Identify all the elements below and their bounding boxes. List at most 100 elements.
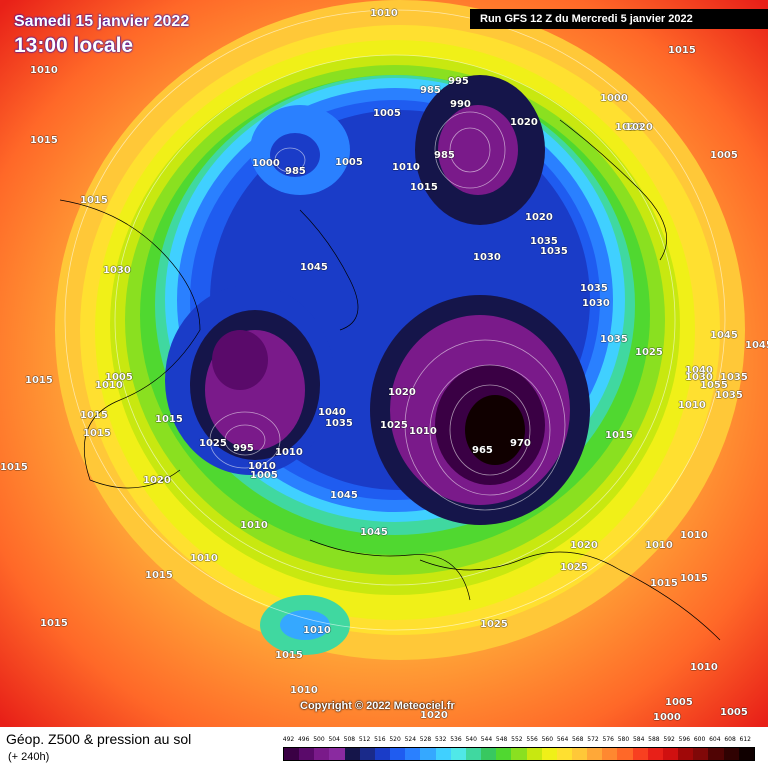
isobar-label: 1035 — [715, 390, 743, 401]
scale-tick: 556 — [526, 736, 538, 743]
scale-swatch — [344, 748, 360, 760]
isobar-label: 1055 — [700, 380, 728, 391]
scale-tick: 540 — [465, 736, 477, 743]
isobar-label: 1005 — [250, 470, 278, 481]
scale-swatch — [374, 748, 391, 760]
isobar-label: 1020 — [143, 475, 171, 486]
scale-swatch — [693, 748, 709, 760]
scale-tick: 592 — [663, 736, 675, 743]
scale-swatch — [647, 748, 663, 760]
scale-tick: 596 — [678, 736, 691, 743]
isobar-label: 965 — [472, 445, 493, 456]
isobar-label: 1045 — [330, 490, 358, 501]
scale-swatch — [632, 748, 648, 760]
scale-ticks: 492 496 500 504 508 512 516 520 524 528 532 536 540 5… — [283, 736, 755, 745]
scale-tick: 548 — [495, 736, 508, 743]
isobar-label: 1035 — [720, 372, 748, 383]
scale-tick: 528 — [419, 736, 432, 743]
forecast-date: Samedi 15 janvier 2022 — [14, 13, 190, 30]
isobar-label: 1015 — [668, 45, 696, 56]
scale-swatch — [314, 748, 330, 760]
scale-tick: 572 — [587, 736, 599, 743]
scale-swatch — [405, 748, 421, 760]
isobar-label: 1040 — [318, 407, 346, 418]
isobar-label: 1015 — [155, 414, 183, 425]
scale-bar — [283, 747, 755, 761]
scale-swatch — [435, 748, 451, 760]
isobar-label: 1030 — [582, 298, 610, 309]
isobar-lines — [64, 9, 726, 631]
legend-footer: Géop. Z500 & pression au sol (+ 240h) 49… — [0, 727, 768, 768]
scale-swatch — [571, 748, 588, 760]
isobar-label: 1010 — [95, 380, 123, 391]
isobar-label: 1005 — [665, 697, 693, 708]
scale-tick: 492 — [282, 736, 295, 743]
scale-swatch — [708, 748, 724, 760]
isobar-label: 1010 — [392, 162, 420, 173]
isobar-label: 1025 — [480, 619, 508, 630]
map-title: Géop. Z500 & pression au sol — [6, 731, 192, 747]
scale-swatch — [299, 748, 315, 760]
isobar-label: 1005 — [710, 150, 738, 161]
cutoff-low-core — [280, 610, 330, 640]
weather-map: 1010 1015 1010 1015 995 985 990 1000 1020 1020 100… — [0, 0, 768, 727]
scale-tick: 532 — [435, 736, 447, 743]
geopotential-field — [0, 0, 768, 727]
isobar-label: 1015 — [680, 573, 708, 584]
isobar-label: 1045 — [745, 340, 768, 351]
scale-tick: 568 — [572, 736, 584, 743]
isobar-label: 1000 — [600, 93, 628, 104]
scale-swatch — [496, 748, 512, 760]
isobar-label: 1015 — [0, 462, 28, 473]
isobar-label: 1045 — [300, 262, 328, 273]
isobar-label: 1045 — [360, 527, 388, 538]
scale-tick: 504 — [328, 736, 340, 743]
isobar-label: 1015 — [275, 650, 303, 661]
isobar-label: 1010 — [30, 65, 58, 76]
isobar-label: 1020 — [570, 540, 598, 551]
scale-tick: 496 — [297, 736, 310, 743]
color-scale: 492 496 500 504 508 512 516 520 524 528 532 536 540 5… — [283, 736, 755, 761]
isobar-label: 1015 — [650, 578, 678, 589]
scale-tick: 524 — [404, 736, 417, 743]
scale-tick: 512 — [358, 736, 371, 743]
isobar-label: 1010 — [680, 530, 708, 541]
scale-swatch — [420, 748, 436, 760]
isobar-label: 1040 — [685, 365, 713, 376]
isobar-label: 1015 — [83, 428, 111, 439]
isobar-label: 1010 — [240, 520, 268, 531]
isobar-label: 1015 — [605, 430, 633, 441]
scale-swatch — [587, 748, 603, 760]
isobar-label: 1025 — [560, 562, 588, 573]
copyright: Copyright © 2022 Meteociel.fr — [300, 700, 455, 712]
scale-swatch — [662, 748, 679, 760]
scale-swatch — [465, 748, 482, 760]
scale-tick: 600 — [693, 736, 706, 743]
isobar-label: 985 — [420, 85, 441, 96]
isobar-label: 1025 — [635, 347, 663, 358]
isobar-label: 1015 — [410, 182, 438, 193]
isobar-label: 1010 — [645, 540, 673, 551]
scale-tick: 612 — [739, 736, 751, 743]
isobar-label: 1005 — [335, 157, 363, 168]
isobar-label: 1005 — [105, 372, 133, 383]
isobar-label: 1035 — [580, 283, 608, 294]
scale-tick: 536 — [450, 736, 462, 743]
isobar-label: 1010 — [409, 426, 437, 437]
isobar-label: 1025 — [380, 420, 408, 431]
scale-tick: 580 — [617, 736, 630, 743]
isobar-label: 985 — [285, 166, 306, 177]
isobar-label: 1025 — [199, 438, 227, 449]
isobar-label: 1010 — [275, 447, 303, 458]
low-atlantic-core — [270, 133, 320, 177]
run-banner: Run GFS 12 Z du Mercredi 5 janvier 2022 — [470, 9, 768, 29]
scale-tick: 516 — [374, 736, 386, 743]
low-canada-center — [212, 330, 268, 390]
isobar-label: 1020 — [615, 122, 643, 133]
scale-swatch — [617, 748, 633, 760]
low-siberia-center — [465, 395, 525, 465]
scale-swatch — [359, 748, 375, 760]
isobar-label: 1000 — [252, 158, 280, 169]
isobar-label: 1035 — [325, 418, 353, 429]
isobar-label: 1035 — [530, 236, 558, 247]
